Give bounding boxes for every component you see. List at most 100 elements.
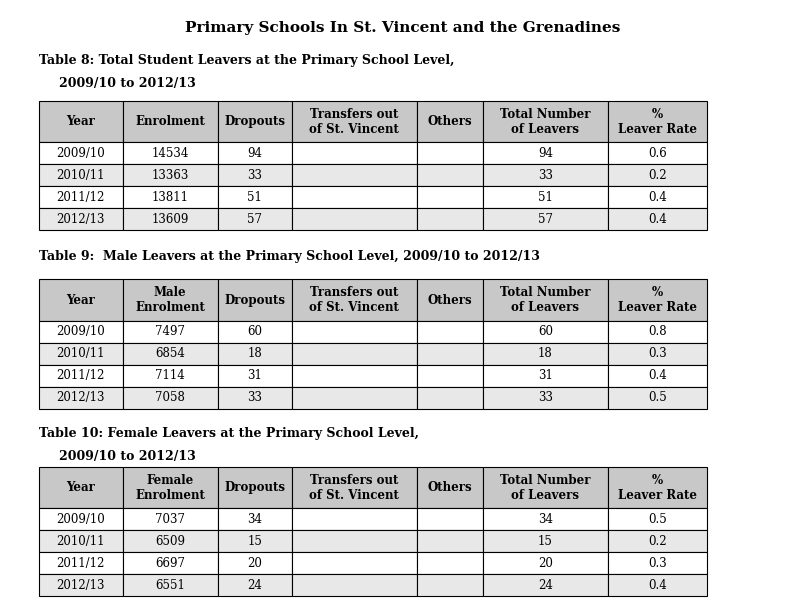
Bar xyxy=(39,574,123,596)
Text: 18: 18 xyxy=(538,347,553,360)
Text: 2010/11: 2010/11 xyxy=(56,535,105,548)
Bar xyxy=(39,101,123,142)
Text: Transfers out
of St. Vincent: Transfers out of St. Vincent xyxy=(310,108,399,136)
Bar xyxy=(417,530,483,552)
Bar xyxy=(123,508,218,530)
Text: 0.3: 0.3 xyxy=(648,557,667,570)
Bar xyxy=(292,467,417,508)
Text: 51: 51 xyxy=(538,191,553,204)
Text: 94: 94 xyxy=(538,147,553,160)
Text: Total Number
of Leavers: Total Number of Leavers xyxy=(500,286,591,314)
Bar xyxy=(483,508,608,530)
Text: 31: 31 xyxy=(247,369,262,382)
Bar xyxy=(218,142,292,164)
Bar xyxy=(292,387,417,409)
Text: Dropouts: Dropouts xyxy=(224,115,285,128)
Text: 31: 31 xyxy=(538,369,553,382)
Text: Enrolment: Enrolment xyxy=(135,115,205,128)
Bar xyxy=(608,530,707,552)
Text: 60: 60 xyxy=(538,325,553,338)
Bar xyxy=(608,574,707,596)
Text: 33: 33 xyxy=(247,169,262,182)
Text: 2011/12: 2011/12 xyxy=(56,369,105,382)
Bar xyxy=(417,279,483,321)
Bar xyxy=(483,387,608,409)
Bar xyxy=(417,321,483,343)
Text: 7058: 7058 xyxy=(155,391,185,404)
Bar xyxy=(39,530,123,552)
Text: 51: 51 xyxy=(247,191,262,204)
Bar xyxy=(483,142,608,164)
Bar xyxy=(218,508,292,530)
Text: 6854: 6854 xyxy=(155,347,185,360)
Text: 2011/12: 2011/12 xyxy=(56,191,105,204)
Text: Table 9:  Male Leavers at the Primary School Level, 2009/10 to 2012/13: Table 9: Male Leavers at the Primary Sch… xyxy=(39,250,539,263)
Text: Others: Others xyxy=(427,115,472,128)
Bar xyxy=(417,164,483,186)
Bar xyxy=(608,387,707,409)
Bar xyxy=(39,467,123,508)
Text: Year: Year xyxy=(66,115,95,128)
Text: 2012/13: 2012/13 xyxy=(56,213,105,226)
Bar xyxy=(218,164,292,186)
Text: 0.5: 0.5 xyxy=(648,513,667,526)
Text: 2012/13: 2012/13 xyxy=(56,391,105,404)
Text: 0.4: 0.4 xyxy=(648,369,667,382)
Bar xyxy=(608,321,707,343)
Text: Year: Year xyxy=(66,481,95,494)
Text: Total Number
of Leavers: Total Number of Leavers xyxy=(500,474,591,502)
Bar xyxy=(123,365,218,387)
Text: 0.8: 0.8 xyxy=(648,325,667,338)
Bar xyxy=(608,186,707,208)
Text: 6551: 6551 xyxy=(155,579,185,592)
Bar xyxy=(218,574,292,596)
Bar xyxy=(417,343,483,365)
Bar xyxy=(123,186,218,208)
Text: Total Number
of Leavers: Total Number of Leavers xyxy=(500,108,591,136)
Bar xyxy=(218,365,292,387)
Text: Year: Year xyxy=(66,293,95,307)
Bar xyxy=(608,467,707,508)
Bar xyxy=(123,164,218,186)
Text: 2011/12: 2011/12 xyxy=(56,557,105,570)
Bar xyxy=(292,186,417,208)
Text: 0.2: 0.2 xyxy=(648,535,667,548)
Bar xyxy=(608,365,707,387)
Text: 24: 24 xyxy=(247,579,262,592)
Text: Others: Others xyxy=(427,481,472,494)
Bar xyxy=(417,101,483,142)
Text: 33: 33 xyxy=(538,169,553,182)
Text: 6509: 6509 xyxy=(155,535,185,548)
Bar xyxy=(417,552,483,574)
Text: 2009/10 to 2012/13: 2009/10 to 2012/13 xyxy=(59,450,196,463)
Bar xyxy=(39,552,123,574)
Text: 0.4: 0.4 xyxy=(648,579,667,592)
Text: 13609: 13609 xyxy=(152,213,189,226)
Bar xyxy=(123,467,218,508)
Text: Transfers out
of St. Vincent: Transfers out of St. Vincent xyxy=(310,474,399,502)
Bar xyxy=(218,279,292,321)
Text: 57: 57 xyxy=(538,213,553,226)
Bar xyxy=(417,208,483,230)
Text: Female
Enrolment: Female Enrolment xyxy=(135,474,205,502)
Bar xyxy=(123,530,218,552)
Text: 2009/10: 2009/10 xyxy=(56,147,105,160)
Bar xyxy=(483,343,608,365)
Bar xyxy=(218,208,292,230)
Bar xyxy=(218,387,292,409)
Text: 0.4: 0.4 xyxy=(648,191,667,204)
Bar xyxy=(292,574,417,596)
Text: 0.2: 0.2 xyxy=(648,169,667,182)
Bar xyxy=(39,186,123,208)
Text: 33: 33 xyxy=(247,391,262,404)
Text: 20: 20 xyxy=(538,557,553,570)
Bar xyxy=(123,552,218,574)
Bar xyxy=(39,164,123,186)
Bar xyxy=(292,321,417,343)
Text: %
Leaver Rate: % Leaver Rate xyxy=(617,474,697,502)
Bar xyxy=(218,343,292,365)
Bar xyxy=(608,508,707,530)
Text: 15: 15 xyxy=(247,535,262,548)
Text: 13363: 13363 xyxy=(152,169,189,182)
Text: 7497: 7497 xyxy=(155,325,185,338)
